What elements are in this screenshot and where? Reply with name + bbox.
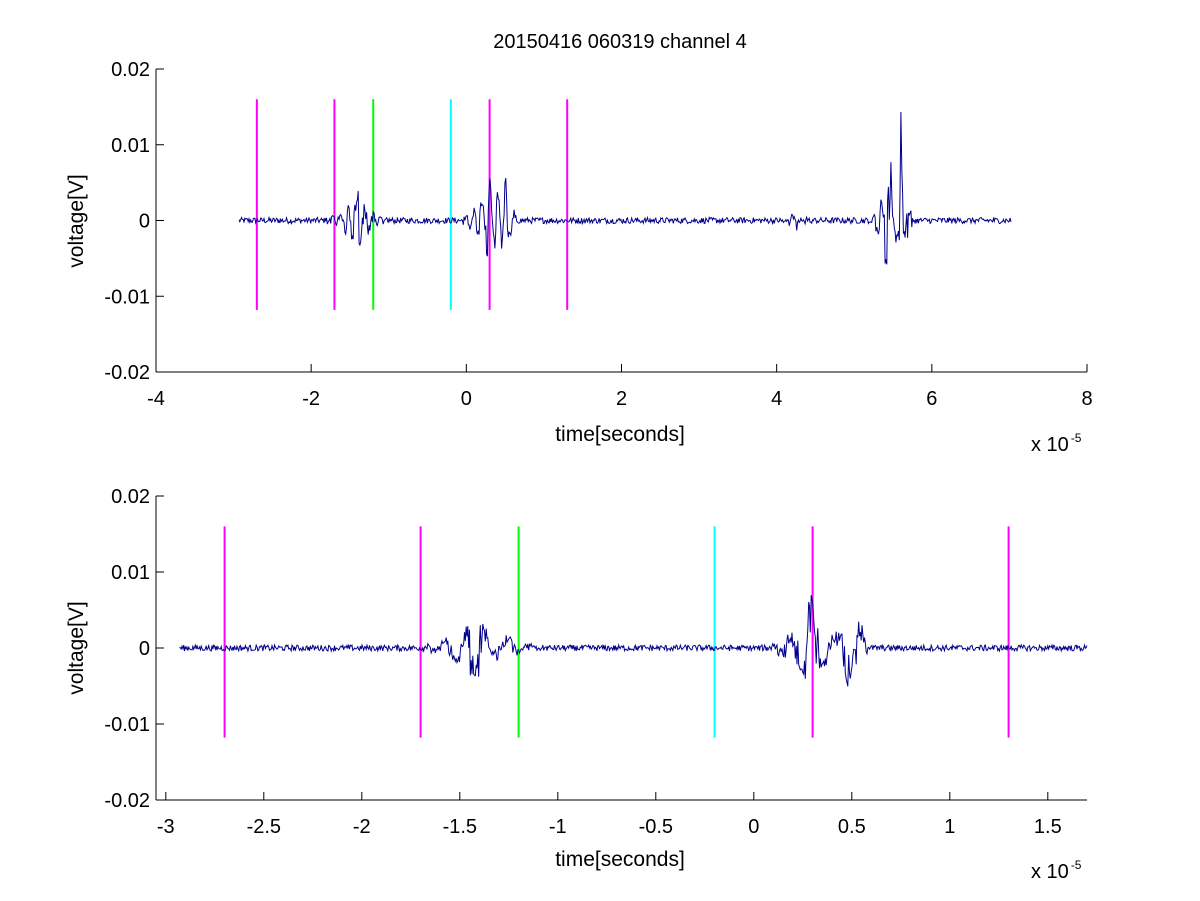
bottom-x-multiplier-exponent: -5	[1071, 858, 1082, 872]
top-x-tick-label: 4	[771, 388, 782, 410]
top-signal-layer	[238, 111, 1012, 265]
bottom-x-tick-label: -0.5	[639, 816, 673, 838]
bottom-x-tick-label: -3	[157, 816, 175, 838]
top-y-tick-label: -0.01	[104, 286, 150, 308]
bottom-y-tick-label: 0.01	[111, 562, 150, 584]
bottom-x-axis-label: time[seconds]	[555, 848, 685, 871]
top-x-tick-label: 0	[461, 388, 472, 410]
top-x-multiplier-exponent: -5	[1071, 431, 1082, 445]
bottom-x-tick-label: -1.5	[443, 816, 477, 838]
top-x-tick-label: -2	[302, 388, 320, 410]
top-plot-area: -4 -2 0 2 4 6 8 -0.02 -0.01 0 0.01 0.02	[104, 59, 1092, 410]
top-x-axis-label: time[seconds]	[555, 423, 685, 446]
bottom-x-multiplier-base: x 10	[1031, 861, 1069, 883]
bottom-x-ticks: -3 -2.5 -2 -1.5 -1 -0.5 0 0.5 1 1.5	[157, 792, 1062, 838]
top-chart: 20150416 060319 channel 4 -4 -2 0 2 4 6 8 -0.0…	[65, 31, 1093, 456]
bottom-chart: -3 -2.5 -2 -1.5 -1 -0.5 0 0.5 1 1.5 -0.02 -0.01 0 0.…	[65, 486, 1088, 883]
bottom-x-tick-label: -1	[549, 816, 567, 838]
bottom-signal-layer	[179, 595, 1088, 687]
top-y-tick-label: -0.02	[104, 362, 150, 384]
top-y-ticks: -0.02 -0.01 0 0.01 0.02	[104, 59, 164, 384]
bottom-signal-series	[179, 595, 1088, 687]
top-signal-series	[238, 111, 1012, 265]
top-x-tick-label: 8	[1081, 388, 1092, 410]
top-y-axis-label: voltage[V]	[65, 174, 88, 267]
top-x-tick-label: 2	[616, 388, 627, 410]
bottom-y-tick-label: 0	[139, 638, 150, 660]
top-x-tick-label: -4	[147, 388, 165, 410]
bottom-x-tick-label: 1	[944, 816, 955, 838]
bottom-y-axis-label: voltage[V]	[65, 601, 88, 694]
top-x-multiplier: x 10 -5	[1031, 431, 1082, 456]
bottom-markers	[223, 526, 1010, 738]
bottom-y-tick-label: -0.01	[104, 714, 150, 736]
chart-title: 20150416 060319 channel 4	[493, 31, 747, 53]
bottom-x-multiplier: x 10 -5	[1031, 858, 1082, 883]
top-x-ticks: -4 -2 0 2 4 6 8	[147, 364, 1093, 410]
bottom-y-tick-label: -0.02	[104, 790, 150, 812]
bottom-x-tick-label: 1.5	[1034, 816, 1062, 838]
bottom-x-tick-label: 0	[748, 816, 759, 838]
top-y-tick-label: 0.02	[111, 59, 150, 81]
bottom-y-tick-label: 0.02	[111, 486, 150, 508]
top-x-tick-label: 6	[926, 388, 937, 410]
bottom-x-tick-label: -2.5	[247, 816, 281, 838]
top-markers	[255, 99, 569, 310]
top-y-tick-label: 0	[139, 211, 150, 233]
bottom-x-tick-label: 0.5	[838, 816, 866, 838]
top-x-multiplier-base: x 10	[1031, 434, 1069, 456]
bottom-plot-area: -3 -2.5 -2 -1.5 -1 -0.5 0 0.5 1 1.5 -0.02 -0.01 0 0.…	[104, 486, 1088, 838]
top-y-tick-label: 0.01	[111, 135, 150, 157]
bottom-y-ticks: -0.02 -0.01 0 0.01 0.02	[104, 486, 164, 812]
bottom-x-tick-label: -2	[353, 816, 371, 838]
